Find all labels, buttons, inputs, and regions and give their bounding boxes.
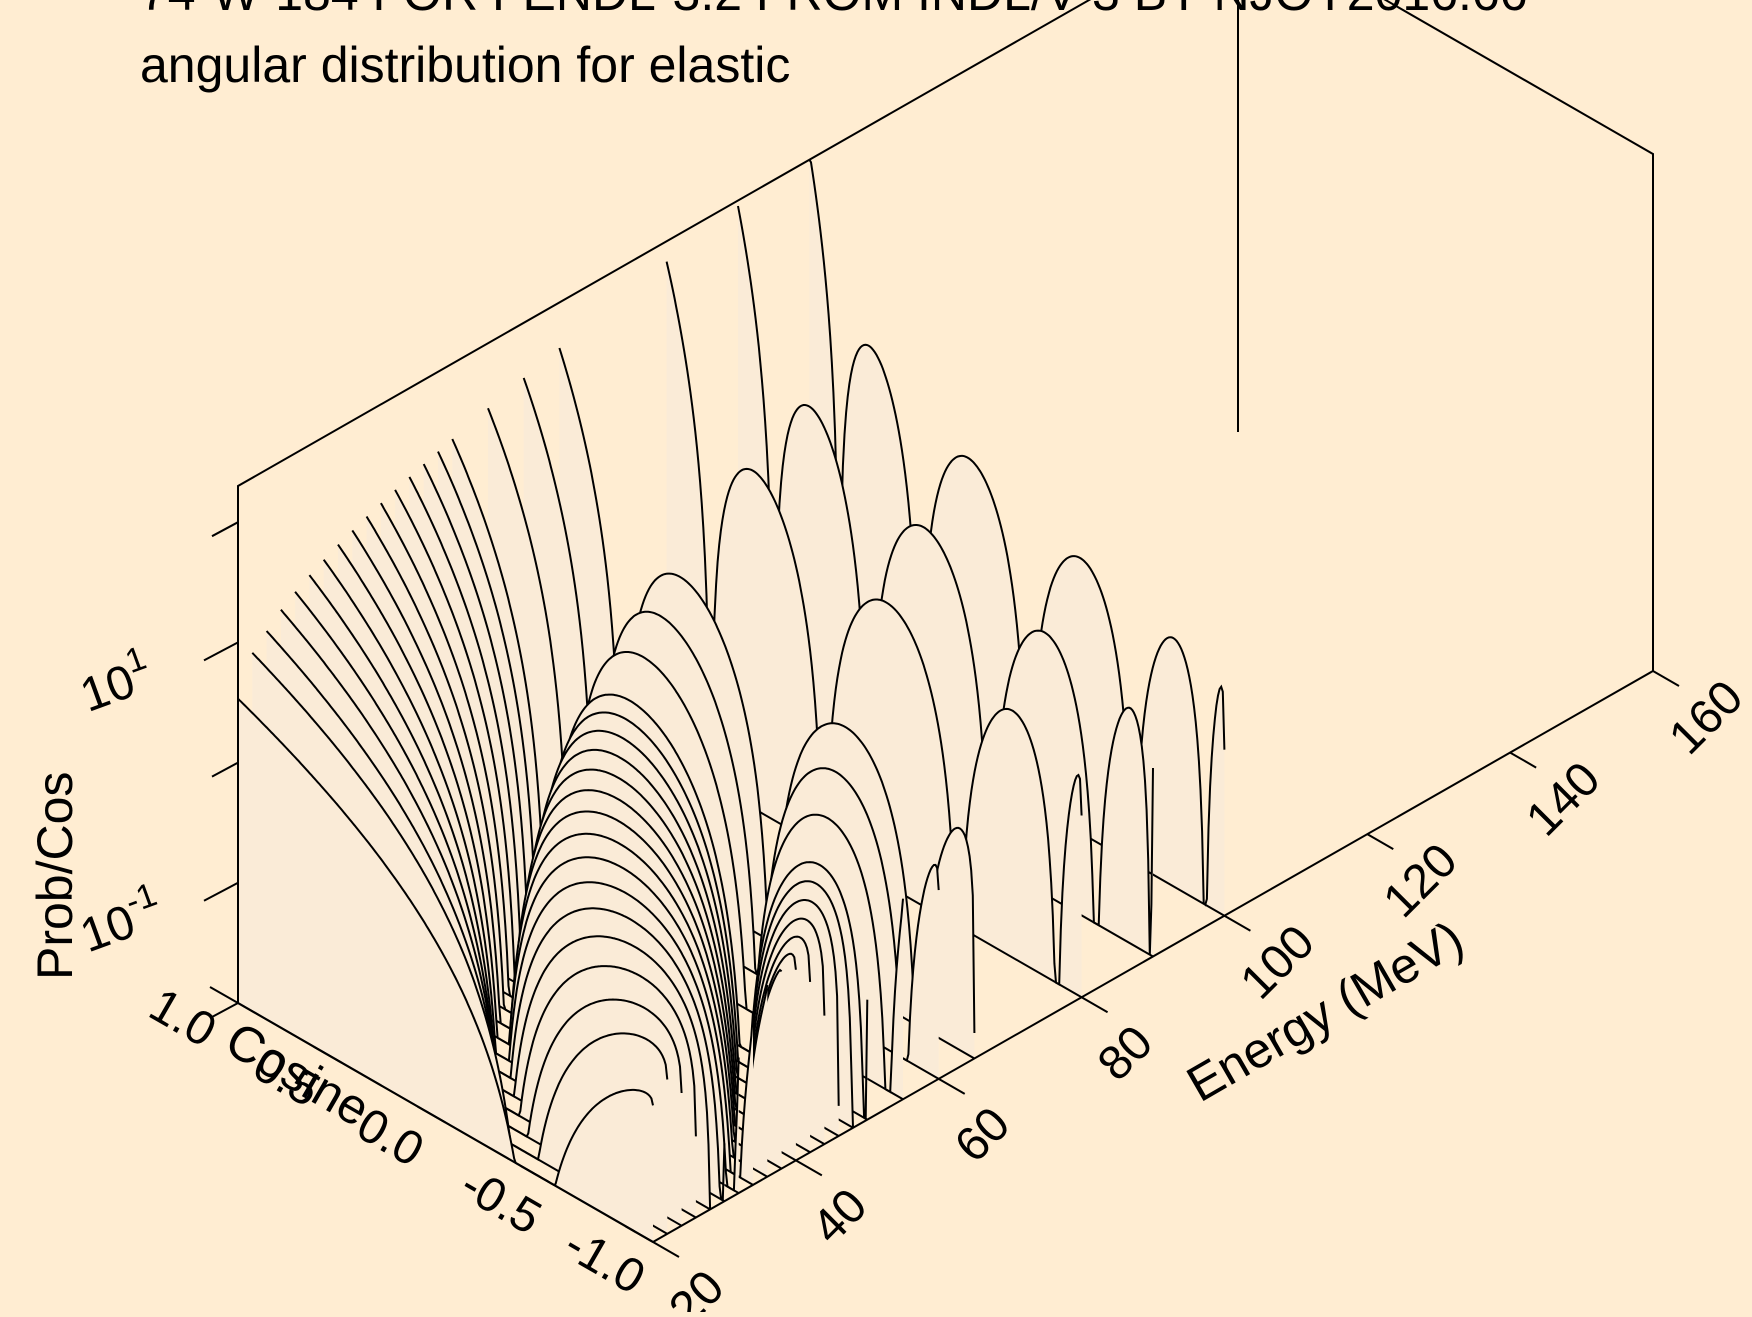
series-fill (252, 652, 668, 1234)
series-line (487, 407, 904, 1094)
x-tick (209, 986, 239, 1004)
x-tick (520, 1165, 550, 1184)
series-line (322, 559, 740, 1192)
y-tick-label: 40 (802, 1179, 877, 1254)
y-tick-label: 120 (1374, 834, 1468, 928)
z-tick (203, 641, 239, 662)
x-tick-label: -0.5 (452, 1158, 550, 1245)
x-tick-label: 1.0 (141, 979, 225, 1058)
series-line (437, 451, 854, 1128)
y-tick (938, 1077, 966, 1095)
y-tick (1366, 833, 1394, 851)
series-line (308, 574, 726, 1202)
z-tick (203, 881, 239, 902)
z-axis-label: Prob/Cos (27, 772, 83, 980)
side-wall (1383, 0, 1654, 671)
series-line (265, 630, 683, 1138)
y-tick (1652, 670, 1680, 687)
y-axis-line (652, 670, 1654, 1243)
series-line (280, 609, 697, 1137)
series-layer (237, 159, 1226, 1243)
chart-title: 74-W-184 FOR FENDL-3.2 FROM INDL/V-3 BY … (140, 0, 1528, 21)
z-tick (211, 761, 239, 778)
series-line (351, 529, 769, 1165)
y-tick-label: 60 (945, 1097, 1020, 1172)
y-tick (1081, 996, 1109, 1014)
y-axis-label: Energy (MeV) (1178, 910, 1473, 1113)
y-tick-label: 160 (1659, 671, 1752, 765)
z-tick-label: 101 (70, 639, 159, 723)
series-line (451, 438, 869, 1121)
chart-subtitle: angular distribution for elastic (140, 37, 790, 93)
series-line (237, 697, 654, 1187)
series-line (665, 261, 1083, 987)
y-tick (652, 1241, 680, 1258)
series-fill (666, 261, 1082, 998)
series-line (251, 652, 669, 1161)
z-tick (211, 1002, 239, 1018)
series-line (365, 515, 783, 1149)
x-tick (624, 1225, 654, 1243)
y-tick-label: 140 (1516, 752, 1610, 846)
series-line (422, 463, 840, 1106)
series-line (737, 205, 1154, 955)
series-fill (238, 698, 653, 1242)
series-line (337, 544, 754, 1179)
series-line (380, 502, 797, 1134)
x-tick (313, 1045, 343, 1064)
series-line (808, 159, 1226, 907)
series-line (408, 476, 826, 1102)
x-tick (417, 1105, 446, 1124)
y-tick-label: 80 (1088, 1016, 1163, 1091)
y-tick (1223, 914, 1251, 932)
y-tick-label: 20 (659, 1261, 734, 1312)
z-tick (211, 521, 239, 538)
y-tick (1509, 751, 1537, 769)
z-tick-label: 10-1 (70, 875, 170, 963)
y-tick (795, 1159, 823, 1177)
